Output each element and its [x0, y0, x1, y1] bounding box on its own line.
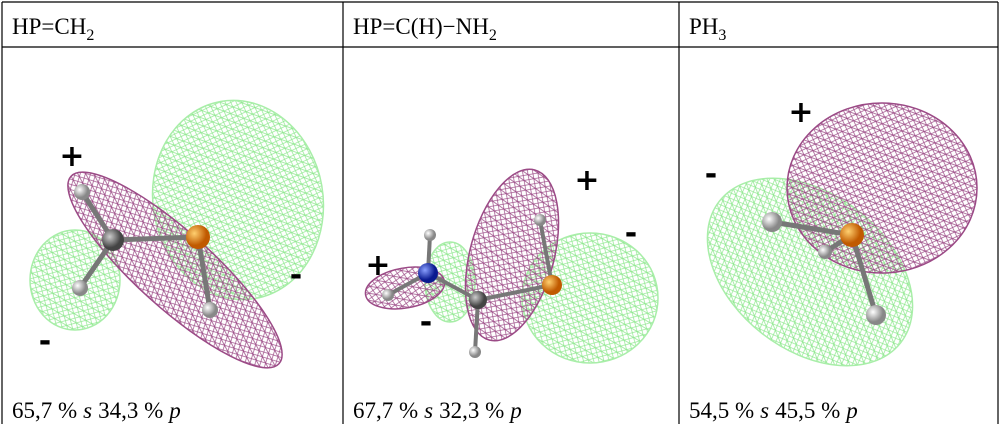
header-main: HP=CH: [12, 14, 86, 39]
hybridization-caption: 67,7 % s 32,3 % p: [353, 398, 522, 423]
percentage: 32,3 %: [439, 398, 504, 423]
phase-sign: +: [788, 95, 813, 130]
phase-sign: +: [365, 248, 390, 283]
header-subscript: 2: [489, 27, 497, 44]
column-header: HP=C(H)−NH2: [353, 14, 497, 44]
orbital-image: [364, 168, 659, 364]
phase-sign: -: [290, 258, 302, 293]
percentage: 65,7 %: [12, 398, 77, 423]
phase-sign: +: [59, 139, 84, 174]
phase-sign: +: [574, 163, 599, 198]
orbital-letter: s: [760, 398, 769, 423]
orbital-letter: s: [424, 398, 433, 423]
phase-sign: -: [625, 216, 637, 251]
orbital-letter: p: [508, 398, 522, 423]
percentage: 67,7 %: [353, 398, 418, 423]
hybridization-caption: 65,7 % s 34,3 % p: [12, 398, 181, 423]
orbital-letter: p: [844, 398, 858, 423]
orbital-letter: p: [167, 398, 181, 423]
orbital-image: [29, 99, 325, 369]
header-main: PH: [689, 14, 718, 39]
orbital-image: [706, 102, 978, 367]
percentage: 34,3 %: [98, 398, 163, 423]
phase-sign: -: [705, 157, 717, 192]
phase-sign: -: [39, 324, 51, 359]
column-header: PH3: [689, 14, 726, 44]
phase-sign: -: [420, 305, 432, 340]
header-subscript: 3: [718, 27, 726, 44]
column-header: HP=CH2: [12, 14, 94, 44]
hybridization-caption: 54,5 % s 45,5 % p: [689, 398, 858, 423]
orbital-letter: s: [83, 398, 92, 423]
header-subscript: 2: [86, 27, 94, 44]
percentage: 54,5 %: [689, 398, 754, 423]
header-main: HP=C(H)−NH: [353, 14, 489, 39]
percentage: 45,5 %: [775, 398, 840, 423]
